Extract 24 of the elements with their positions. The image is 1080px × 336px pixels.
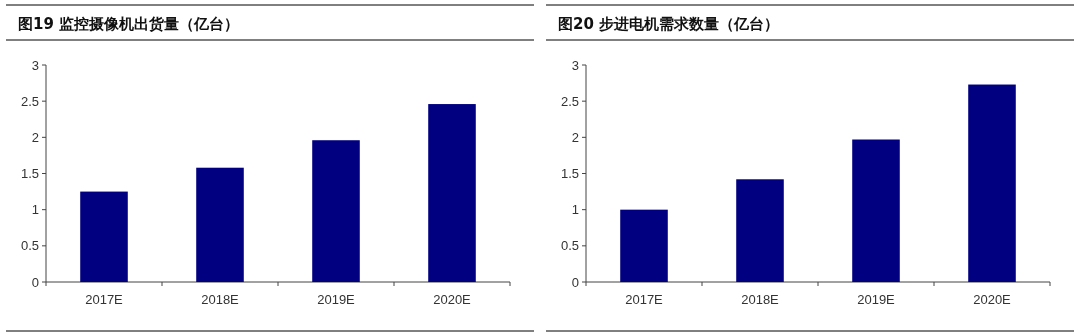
y-tick-label: 0.5 bbox=[560, 238, 579, 254]
x-tick-label: 2020E bbox=[973, 292, 1012, 307]
y-tick-label: 2.5 bbox=[560, 93, 579, 109]
y-tick-label: 0 bbox=[31, 274, 39, 290]
x-tick-label: 2020E bbox=[433, 292, 472, 307]
x-tick-label: 2018E bbox=[741, 292, 780, 307]
y-tick-label: 1.5 bbox=[20, 166, 39, 181]
x-tick-label: 2018E bbox=[201, 292, 240, 307]
y-tick-label: 1.5 bbox=[560, 166, 579, 181]
y-tick-label: 1 bbox=[31, 202, 39, 218]
y-tick-label: 3 bbox=[571, 57, 579, 73]
chart-title: 图19 监控摄像机出货量（亿台） bbox=[18, 15, 240, 33]
chart-title: 图20 步进电机需求数量（亿台） bbox=[558, 15, 780, 33]
y-tick-label: 0 bbox=[571, 274, 579, 290]
x-tick-label: 2017E bbox=[85, 292, 124, 307]
x-tick-label: 2019E bbox=[857, 292, 896, 307]
y-tick-label: 2 bbox=[571, 129, 579, 145]
y-tick-label: 3 bbox=[31, 57, 39, 73]
y-tick-label: 1 bbox=[571, 202, 579, 218]
x-tick-label: 2017E bbox=[625, 292, 664, 307]
y-tick-label: 0.5 bbox=[20, 238, 39, 254]
x-tick-label: 2019E bbox=[317, 292, 356, 307]
y-tick-label: 2.5 bbox=[20, 93, 39, 109]
y-tick-label: 2 bbox=[31, 129, 39, 145]
